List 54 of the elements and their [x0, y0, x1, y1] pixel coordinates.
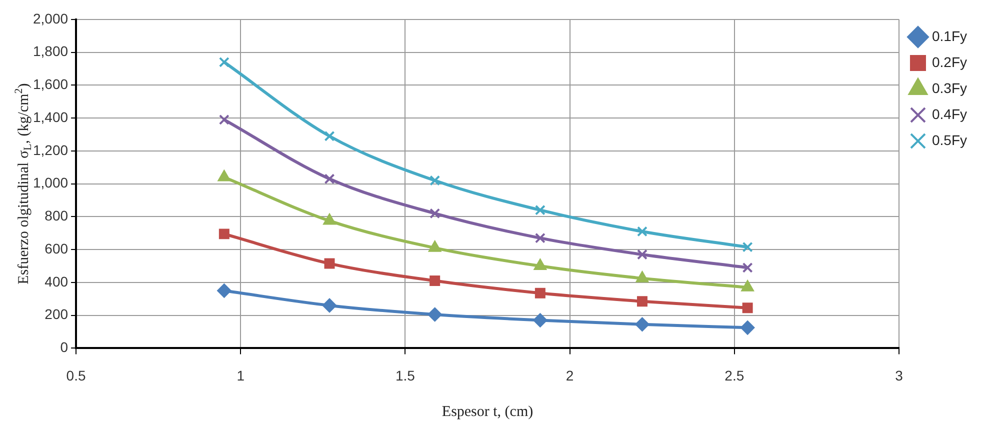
x-tick-label: 1.5 [395, 367, 416, 384]
y-axis-title: Esfuerzo olgitudinal σL, (kg/cm2) [12, 83, 34, 284]
legend-label: 0.5Fy [932, 132, 967, 148]
y-tick-label: 1,800 [32, 43, 68, 60]
x-tick-label: 2.5 [724, 367, 744, 384]
point [534, 259, 546, 270]
point [430, 175, 440, 186]
point [218, 56, 230, 68]
y-tick-label: 400 [44, 273, 68, 290]
y-tick-label: 1,400 [32, 108, 68, 125]
point [324, 174, 335, 184]
legend-label: 0.4Fy [932, 106, 967, 122]
y-tick-label: 0 [60, 339, 68, 356]
point [740, 320, 755, 335]
x-tick-label: 2 [566, 367, 574, 384]
point [534, 204, 546, 216]
point [742, 262, 753, 273]
x-tick-label: 0.5 [66, 367, 86, 384]
x-tick-label: 1 [236, 367, 245, 384]
legend-label: 0.2Fy [932, 54, 967, 70]
y-tick-label: 600 [44, 240, 68, 256]
point [534, 232, 546, 244]
point [428, 308, 442, 322]
point [533, 313, 548, 328]
y-tick-label: 1,000 [32, 174, 68, 191]
point [217, 284, 232, 298]
point [218, 114, 230, 125]
point [322, 298, 337, 312]
point [323, 214, 336, 225]
point [430, 276, 440, 286]
legend-label: 0.1Fy [932, 28, 967, 44]
point [324, 258, 335, 269]
point [636, 271, 648, 282]
y-tick-label: 200 [44, 306, 68, 322]
x-tick-label: 3 [895, 367, 904, 384]
y-tick-label: 1,200 [32, 142, 68, 158]
point [430, 208, 440, 219]
y-tick-label: 1,600 [32, 76, 68, 92]
y-tick-label: 2,000 [32, 10, 68, 26]
point [636, 226, 648, 237]
point [218, 228, 230, 240]
point [428, 240, 442, 252]
point [635, 317, 650, 332]
point [218, 170, 230, 182]
point [324, 130, 335, 142]
point [534, 288, 546, 298]
point [741, 280, 754, 292]
point [742, 302, 753, 314]
legend-label: 0.3Fy [932, 80, 967, 96]
point [636, 296, 648, 307]
point [742, 242, 753, 252]
y-tick-label: 800 [44, 208, 68, 224]
point [636, 249, 648, 260]
x-axis-title: Espesor t, (cm) [442, 404, 534, 420]
